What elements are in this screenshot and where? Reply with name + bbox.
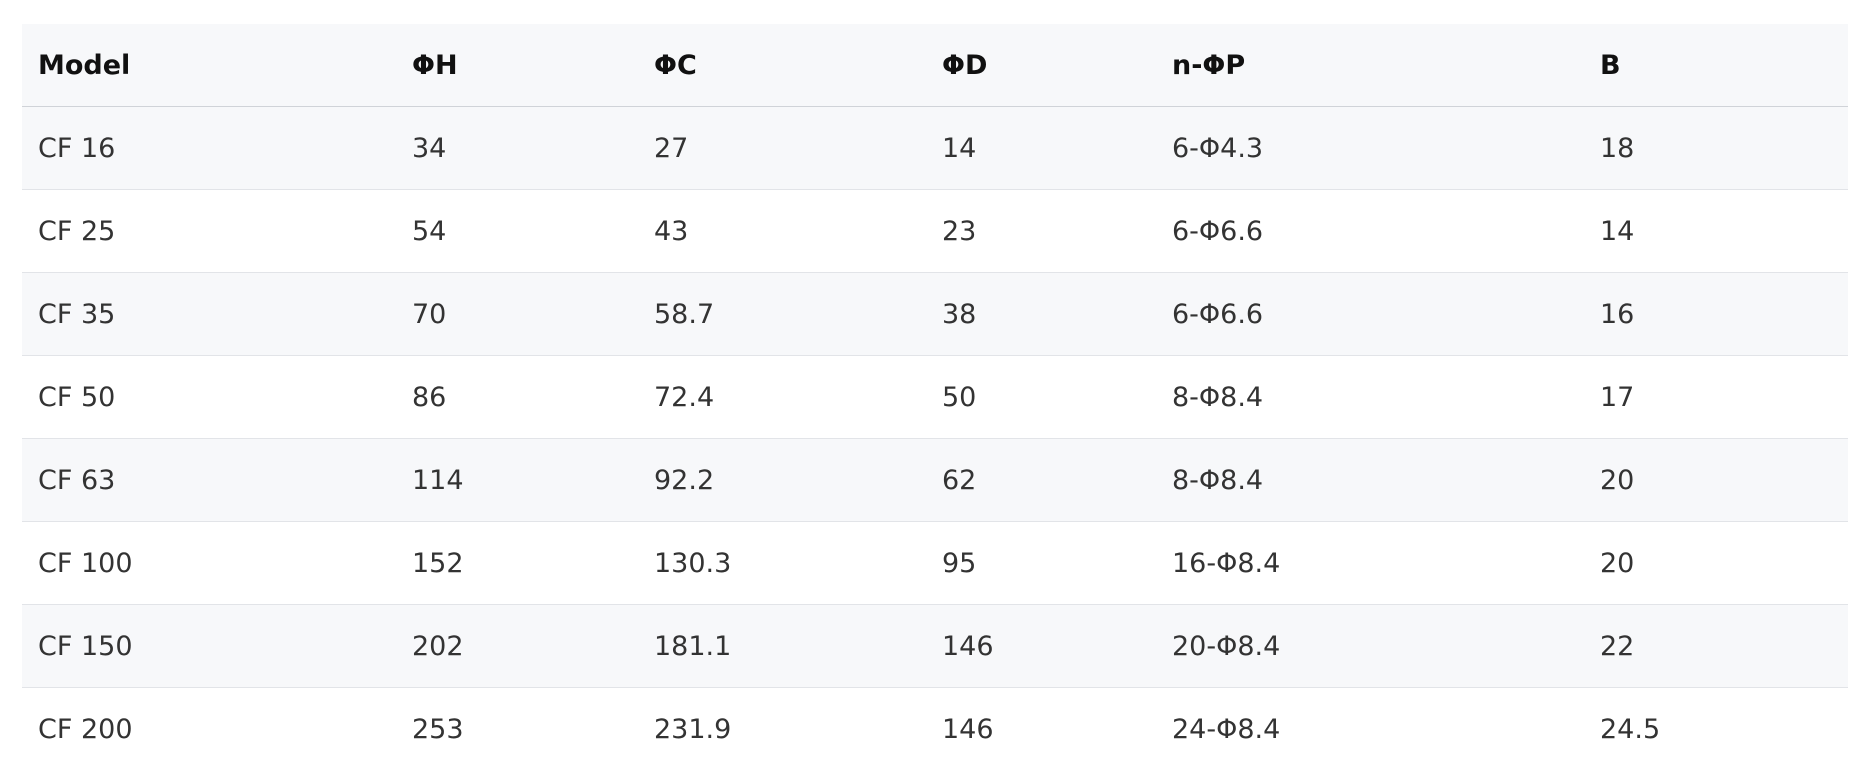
cell-n-phi-p: 8-Φ8.4: [1172, 381, 1264, 413]
header-phi-d: ΦD: [926, 24, 1156, 107]
cell-phi-d: 23: [942, 215, 977, 247]
cell-b: 16: [1600, 298, 1635, 330]
cell-phi-h: 152: [412, 547, 464, 579]
cell-b: 17: [1600, 381, 1635, 413]
spec-table: Model ΦH ΦC ΦD n-ΦP B CF 16 34 27 14 6-Φ…: [22, 24, 1848, 768]
header-phi-h: ΦH: [396, 24, 638, 107]
cell-phi-d: 38: [942, 298, 977, 330]
table-row: CF 16 34 27 14 6-Φ4.3 18: [22, 106, 1848, 190]
spec-table-container: Model ΦH ΦC ΦD n-ΦP B CF 16 34 27 14 6-Φ…: [22, 24, 1848, 768]
cell-n-phi-p: 16-Φ8.4: [1172, 547, 1281, 579]
table-row: CF 63 114 92.2 62 8-Φ8.4 20: [22, 438, 1848, 522]
cell-model: CF 150: [38, 630, 133, 662]
cell-b: 20: [1600, 547, 1635, 579]
cell-phi-d: 14: [942, 132, 977, 164]
cell-b: 14: [1600, 215, 1635, 247]
cell-phi-d: 146: [942, 630, 994, 662]
cell-phi-d: 146: [942, 713, 994, 745]
header-b: B: [1584, 24, 1848, 107]
cell-phi-h: 114: [412, 464, 464, 496]
table-row: CF 200 253 231.9 146 24-Φ8.4 24.5: [22, 687, 1848, 768]
table-row: CF 25 54 43 23 6-Φ6.6 14: [22, 189, 1848, 273]
cell-phi-c: 27: [654, 132, 689, 164]
cell-phi-c: 231.9: [654, 713, 732, 745]
cell-phi-h: 253: [412, 713, 464, 745]
cell-phi-h: 86: [412, 381, 447, 413]
table-row: CF 100 152 130.3 95 16-Φ8.4 20: [22, 521, 1848, 605]
cell-n-phi-p: 6-Φ6.6: [1172, 298, 1264, 330]
table-row: CF 50 86 72.4 50 8-Φ8.4 17: [22, 355, 1848, 439]
cell-b: 20: [1600, 464, 1635, 496]
table-header: Model ΦH ΦC ΦD n-ΦP B: [22, 24, 1848, 107]
cell-n-phi-p: 8-Φ8.4: [1172, 464, 1264, 496]
cell-phi-c: 72.4: [654, 381, 715, 413]
cell-phi-c: 130.3: [654, 547, 732, 579]
cell-model: CF 63: [38, 464, 116, 496]
cell-b: 18: [1600, 132, 1635, 164]
cell-model: CF 35: [38, 298, 116, 330]
cell-phi-c: 181.1: [654, 630, 732, 662]
cell-model: CF 25: [38, 215, 116, 247]
cell-phi-h: 34: [412, 132, 447, 164]
cell-phi-d: 50: [942, 381, 977, 413]
header-row: Model ΦH ΦC ΦD n-ΦP B: [22, 24, 1848, 107]
cell-b: 24.5: [1600, 713, 1661, 745]
cell-phi-c: 92.2: [654, 464, 715, 496]
cell-model: CF 200: [38, 713, 133, 745]
cell-n-phi-p: 6-Φ4.3: [1172, 132, 1264, 164]
cell-phi-c: 43: [654, 215, 689, 247]
table-row: CF 150 202 181.1 146 20-Φ8.4 22: [22, 604, 1848, 688]
cell-model: CF 100: [38, 547, 133, 579]
cell-phi-d: 62: [942, 464, 977, 496]
cell-model: CF 16: [38, 132, 116, 164]
cell-phi-h: 70: [412, 298, 447, 330]
cell-n-phi-p: 24-Φ8.4: [1172, 713, 1281, 745]
cell-phi-h: 54: [412, 215, 447, 247]
header-n-phi-p: n-ΦP: [1156, 24, 1584, 107]
cell-n-phi-p: 20-Φ8.4: [1172, 630, 1281, 662]
table-body: CF 16 34 27 14 6-Φ4.3 18 CF 25 54 43 23 …: [22, 106, 1848, 768]
cell-phi-h: 202: [412, 630, 464, 662]
header-model: Model: [22, 24, 396, 107]
cell-model: CF 50: [38, 381, 116, 413]
cell-n-phi-p: 6-Φ6.6: [1172, 215, 1264, 247]
table-row: CF 35 70 58.7 38 6-Φ6.6 16: [22, 272, 1848, 356]
cell-b: 22: [1600, 630, 1635, 662]
header-phi-c: ΦC: [638, 24, 926, 107]
cell-phi-c: 58.7: [654, 298, 715, 330]
cell-phi-d: 95: [942, 547, 977, 579]
